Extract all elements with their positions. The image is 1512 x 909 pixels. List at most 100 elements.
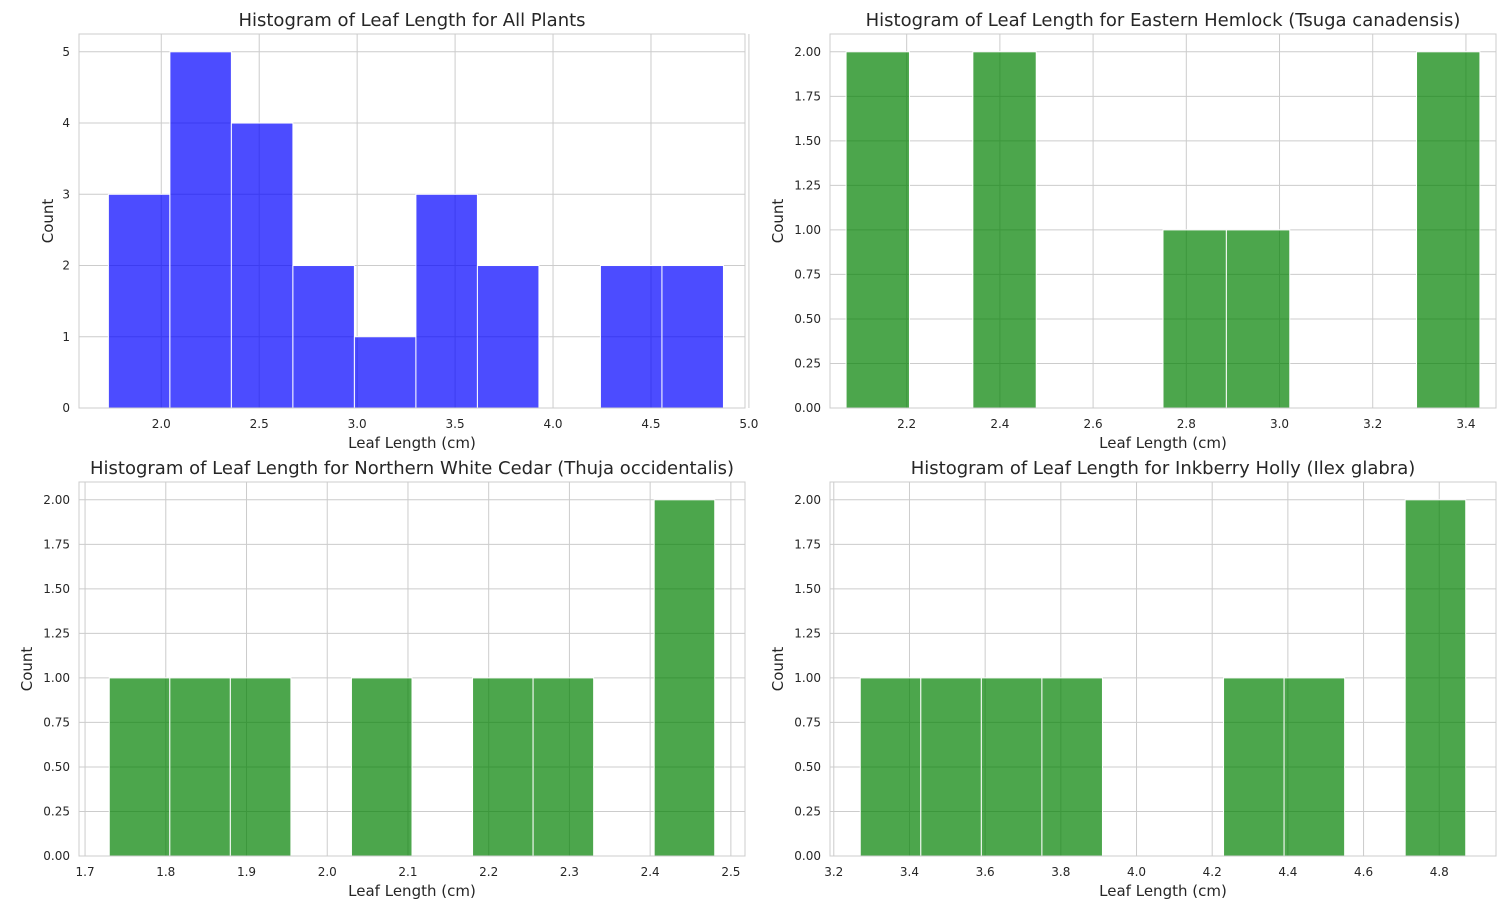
histogram-bar: [920, 677, 982, 857]
x-tick-label: 3.2: [824, 865, 843, 879]
x-axis-label: Leaf Length (cm): [348, 434, 476, 452]
x-tick-label: 2.8: [1177, 417, 1196, 431]
y-tick-label: 0.00: [794, 401, 821, 415]
histogram-panel-3: 1.7 1.8 1.9 2.0 2.1 2.2 2.3 2.4 2.5 0.00 0.25 0.50 0…: [18, 458, 746, 900]
x-tick-label: 4.0: [543, 417, 562, 431]
y-tick-label: 2.00: [43, 493, 70, 507]
y-tick-label: 0.25: [794, 356, 821, 370]
y-tick-label: 0.75: [43, 715, 70, 729]
y-tick-label: 1.25: [43, 626, 70, 640]
y-tick-label: 0.50: [794, 312, 821, 326]
histogram-bar: [1225, 229, 1291, 409]
x-tick-label: 3.0: [348, 417, 367, 431]
y-tick-label: 0: [62, 401, 70, 415]
y-tick-label: 1.25: [794, 626, 821, 640]
histogram-bar: [532, 677, 595, 857]
x-tick-label: 5.0: [739, 417, 758, 431]
x-tick-label: 2.0: [318, 865, 337, 879]
x-tick-label: 2.5: [250, 417, 269, 431]
histogram-bar: [980, 677, 1043, 857]
histogram-bar: [859, 677, 922, 857]
y-tick-label: 1.00: [794, 671, 821, 685]
chart-title: Histogram of Leaf Length for All Plants: [238, 10, 585, 31]
x-tick-label: 2.4: [641, 865, 660, 879]
histogram-panel-1: 2.0 2.5 3.0 3.5 4.0 4.5 5.0 0 1 2 3 4 5 Histogram of …: [39, 10, 758, 452]
histogram-bar: [415, 193, 478, 409]
x-tick-label: 4.5: [641, 417, 660, 431]
y-tick-label: 1.50: [43, 582, 70, 596]
y-tick-label: 0.00: [43, 849, 70, 863]
x-tick-label: 4.4: [1278, 865, 1297, 879]
x-tick-label: 2.1: [398, 865, 417, 879]
x-tick-label: 1.8: [156, 865, 175, 879]
y-tick-label: 1.75: [794, 89, 821, 103]
histogram-bar: [230, 122, 294, 409]
y-axis-label: Count: [769, 647, 787, 692]
y-tick-label: 1.75: [43, 537, 70, 551]
histogram-bar: [1162, 229, 1227, 409]
x-tick-label: 4.2: [1203, 865, 1222, 879]
histogram-bar: [845, 51, 910, 409]
x-tick-label: 4.0: [1127, 865, 1146, 879]
x-tick-label: 2.5: [721, 865, 740, 879]
y-tick-label: 1: [62, 330, 70, 344]
x-axis-label: Leaf Length (cm): [1099, 882, 1227, 900]
histogram-bar: [108, 677, 171, 857]
y-axis-label: Count: [39, 199, 57, 244]
y-tick-label: 5: [62, 45, 70, 59]
histogram-bar: [1283, 677, 1346, 857]
y-tick-label: 0.25: [794, 804, 821, 818]
y-tick-label: 1.50: [794, 134, 821, 148]
y-tick-label: 0.25: [43, 804, 70, 818]
y-tick-label: 0.75: [794, 715, 821, 729]
x-tick-label: 2.4: [990, 417, 1009, 431]
y-tick-label: 1.25: [794, 178, 821, 192]
histogram-bar: [661, 265, 724, 409]
histogram-bar: [472, 677, 534, 857]
histogram-bar: [350, 677, 413, 857]
axes-frame: [829, 33, 1497, 409]
x-tick-label: 3.5: [446, 417, 465, 431]
chart-title: Histogram of Leaf Length for Eastern Hem…: [866, 10, 1461, 31]
x-tick-label: 3.4: [1456, 417, 1475, 431]
axes-frame: [78, 33, 746, 409]
y-tick-label: 0.50: [43, 760, 70, 774]
x-tick-label: 3.0: [1270, 417, 1289, 431]
histogram-panel-2: 2.2 2.4 2.6 2.8 3.0 3.2 3.4 0.00 0.25 0.50 0.75 1.0…: [769, 10, 1497, 452]
x-tick-label: 1.7: [76, 865, 95, 879]
x-tick-label: 1.9: [237, 865, 256, 879]
histogram-panel-4: 3.2 3.4 3.6 3.8 4.0 4.2 4.4 4.6 4.8 0.00 0.25 0.50 0…: [769, 458, 1497, 900]
chart-title: Histogram of Leaf Length for Northern Wh…: [90, 458, 734, 479]
axes-frame: [829, 481, 1497, 857]
histogram-bar: [169, 677, 231, 857]
x-tick-label: 3.2: [1363, 417, 1382, 431]
histogram-bar: [972, 51, 1037, 409]
histogram-bar: [1223, 677, 1285, 857]
y-axis-label: Count: [18, 647, 36, 692]
y-axis-label: Count: [769, 199, 787, 244]
y-tick-label: 0.50: [794, 760, 821, 774]
x-tick-label: 4.6: [1354, 865, 1373, 879]
x-tick-label: 3.4: [900, 865, 919, 879]
histogram-bar: [229, 677, 292, 857]
y-tick-label: 4: [62, 116, 70, 130]
histogram-bar: [169, 51, 232, 409]
y-tick-label: 2.00: [794, 45, 821, 59]
axes-frame: [78, 481, 746, 857]
y-tick-label: 1.75: [794, 537, 821, 551]
histogram-bar: [1404, 499, 1467, 857]
y-tick-label: 1.00: [794, 223, 821, 237]
x-tick-label: 2.0: [152, 417, 171, 431]
x-tick-label: 2.6: [1084, 417, 1103, 431]
histogram-bar: [599, 265, 663, 409]
y-tick-label: 2: [62, 259, 70, 273]
y-tick-label: 1.00: [43, 671, 70, 685]
chart-title: Histogram of Leaf Length for Inkberry Ho…: [911, 458, 1416, 479]
x-axis-label: Leaf Length (cm): [348, 882, 476, 900]
x-tick-label: 3.8: [1051, 865, 1070, 879]
y-tick-label: 2.00: [794, 493, 821, 507]
x-tick-label: 2.3: [560, 865, 579, 879]
histogram-bar: [107, 193, 171, 409]
x-tick-label: 2.2: [479, 865, 498, 879]
